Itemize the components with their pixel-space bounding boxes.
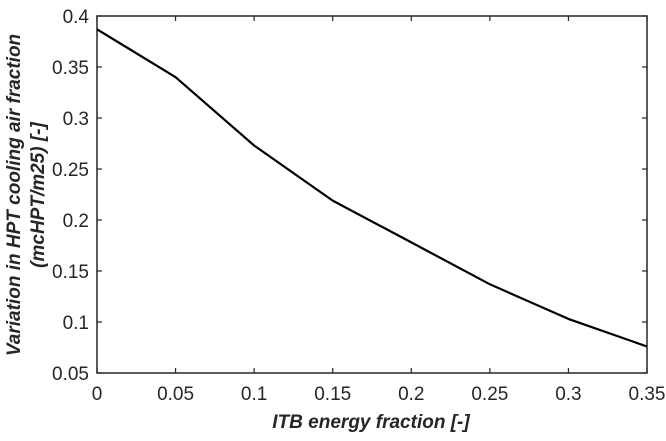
series-line xyxy=(96,28,648,348)
data-series xyxy=(96,28,648,348)
y-tick-label: 0.2 xyxy=(63,211,89,232)
y-tick-label: 0.35 xyxy=(52,58,89,79)
y-axis-title-line1: Variation in HPT cooling air fraction xyxy=(4,34,25,356)
y-tick-label: 0.4 xyxy=(63,7,90,28)
x-tick-label: 0 xyxy=(92,384,103,405)
x-tick-label: 0.1 xyxy=(241,384,267,405)
x-tick-label: 0.35 xyxy=(629,384,666,405)
plot-frame xyxy=(96,15,648,374)
y-tick-label: 0.05 xyxy=(52,364,89,385)
axis-ticks: 0 0.05 0.1 0.15 0.2 0.25 0.3 0.350.050.10.150.2… xyxy=(52,7,665,405)
y-tick-label: 0.15 xyxy=(52,262,89,283)
y-tick-label: 0.25 xyxy=(52,160,89,181)
plot-axes xyxy=(96,15,648,374)
x-axis-title: ITB energy fraction [-] xyxy=(272,412,470,433)
y-tick-label: 0.3 xyxy=(63,109,89,130)
y-axis-title-line2: (mcHPT/m25) [-] xyxy=(28,121,49,267)
y-axis-title: Variation in HPT cooling air fraction (m… xyxy=(4,34,49,356)
x-tick-label: 0.25 xyxy=(471,384,508,405)
y-tick-label: 0.1 xyxy=(63,313,89,334)
x-tick-label: 0.15 xyxy=(314,384,351,405)
x-tick-label: 0.3 xyxy=(555,384,581,405)
x-tick-label: 0.2 xyxy=(398,384,424,405)
x-tick-label: 0.05 xyxy=(157,384,194,405)
